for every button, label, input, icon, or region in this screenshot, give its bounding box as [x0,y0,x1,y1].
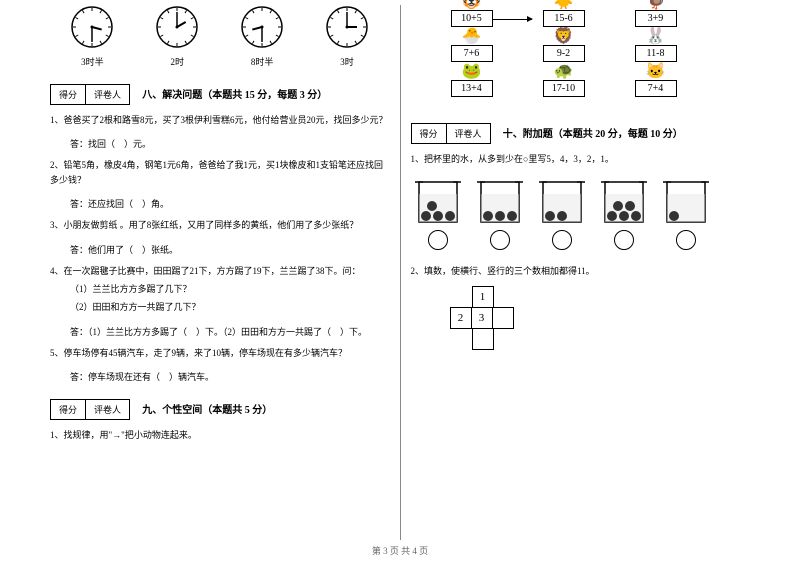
animal-row: 13+4🐸 17-10🐢 7+4🐱 [451,80,751,97]
expression-box: 3+9🦆 [635,10,677,27]
clock-label: 8时半 [240,55,284,68]
animal-icon: 🐢 [554,61,574,81]
cross-cell [472,328,494,350]
grader-cell: 评卷人 [447,124,490,143]
grader-cell: 评卷人 [86,400,129,419]
q10-2: 2、填数，使横行、竖行的三个数相加都得11。 [411,264,751,278]
expression-box: 15-6🐥 [543,10,585,27]
expression-box: 10+5🐯 [451,10,493,27]
clock-label: 3时半 [70,55,114,68]
expression-box: 7+6🐣 [451,45,493,62]
q10-1: 1、把杯里的水，从多到少在○里写5，4，3，2，1。 [411,152,751,166]
q8-4a: （1）兰兰比方方多踢了几下？ [70,282,390,296]
score-box: 得分 评卷人 [50,399,130,420]
expression-box: 17-10🐢 [543,80,585,97]
beaker-item [535,176,589,254]
section-9-title: 九、个性空间（本题共 5 分） [142,405,272,416]
cross-cell: 1 [472,286,494,308]
answer-circle [490,230,510,250]
cross-puzzle: 1 2 3 [451,287,751,350]
clock-item: 2时 [155,5,199,68]
animals-grid: 10+5🐯 15-6🐥 3+9🦆 7+6🐣 9-2🦁 11-8🐰 13+4🐸 17-10🐢 7+… [451,10,751,97]
arrow-icon [492,19,532,20]
beaker-item [659,176,713,254]
animal-icon: 🐣 [462,26,482,46]
page-footer: 第 3 页 共 4 页 [0,544,800,557]
clock-label: 2时 [155,55,199,68]
score-box: 得分 评卷人 [411,123,491,144]
q9-1: 1、找规律，用"→"把小动物连起来。 [50,428,390,442]
animal-icon: 🐯 [462,0,482,11]
score-cell: 得分 [51,85,86,104]
animal-icon: 🐱 [646,61,666,81]
beaker-item [411,176,465,254]
clock-label: 3时 [325,55,369,68]
a8-2: 答：还应找回（ ）角。 [70,197,390,210]
answer-circle [676,230,696,250]
right-column: 10+5🐯 15-6🐥 3+9🦆 7+6🐣 9-2🦁 11-8🐰 13+4🐸 17-10🐢 7+… [401,5,761,540]
q8-1: 1、爸爸买了2根和路雪8元，买了3根伊利雪糕6元，他付给营业员20元，找回多少元… [50,113,390,127]
score-cell: 得分 [51,400,86,419]
score-cell: 得分 [412,124,447,143]
a8-5: 答：停车场现在还有（ ）辆汽车。 [70,370,390,383]
clock-item: 3时半 [70,5,114,68]
animal-row: 7+6🐣 9-2🦁 11-8🐰 [451,45,751,62]
animal-icon: 🦁 [554,26,574,46]
a8-4: 答：（1）兰兰比方方多踢了（ ）下。（2）田田和方方一共踢了（ ）下。 [70,325,390,338]
clock-item: 8时半 [240,5,284,68]
a8-1: 答：找回（ ）元。 [70,137,390,150]
animal-icon: 🦆 [646,0,666,11]
animal-icon: 🐰 [646,26,666,46]
expression-box: 11-8🐰 [635,45,677,62]
q8-3: 3、小朋友做剪纸 。用了8张红纸，又用了同样多的黄纸，他们用了多少张纸？ [50,218,390,232]
answer-circle [428,230,448,250]
q8-4: 4、在一次踢毽子比赛中，田田踢了21下，方方踢了19下，兰兰踢了38下。问： [50,264,390,278]
expression-box: 13+4🐸 [451,80,493,97]
left-column: 3时半 2时 8时半 3时 得分 评卷人 八、解决问题（本题共 15 分，每题 3 分… [40,5,401,540]
cross-cell: 3 [471,307,493,329]
grader-cell: 评卷人 [86,85,129,104]
animal-icon: 🐥 [554,0,574,11]
animal-icon: 🐸 [462,61,482,81]
beakers-row [411,176,751,254]
q8-4b: （2）田田和方方一共踢了几下？ [70,300,390,314]
section-10-title: 十、附加题（本题共 20 分，每题 10 分） [503,129,683,140]
section-8-title: 八、解决问题（本题共 15 分，每题 3 分） [142,90,327,101]
clock-item: 3时 [325,5,369,68]
beaker-item [473,176,527,254]
q8-2: 2、铅笔5角，橡皮4角，钢笔1元6角，爸爸给了我1元，买1块橡皮和1支铅笔还应找… [50,158,390,187]
cross-cell: 2 [450,307,472,329]
a8-3: 答：他们用了（ ）张纸。 [70,243,390,256]
expression-box: 9-2🦁 [543,45,585,62]
clocks-row: 3时半 2时 8时半 3时 [50,5,390,68]
answer-circle [614,230,634,250]
animal-row: 10+5🐯 15-6🐥 3+9🦆 [451,10,751,27]
expression-box: 7+4🐱 [635,80,677,97]
q8-5: 5、停车场停有45辆汽车，走了9辆，来了10辆，停车场现在有多少辆汽车？ [50,346,390,360]
cross-cell [492,307,514,329]
beaker-item [597,176,651,254]
score-box: 得分 评卷人 [50,84,130,105]
answer-circle [552,230,572,250]
